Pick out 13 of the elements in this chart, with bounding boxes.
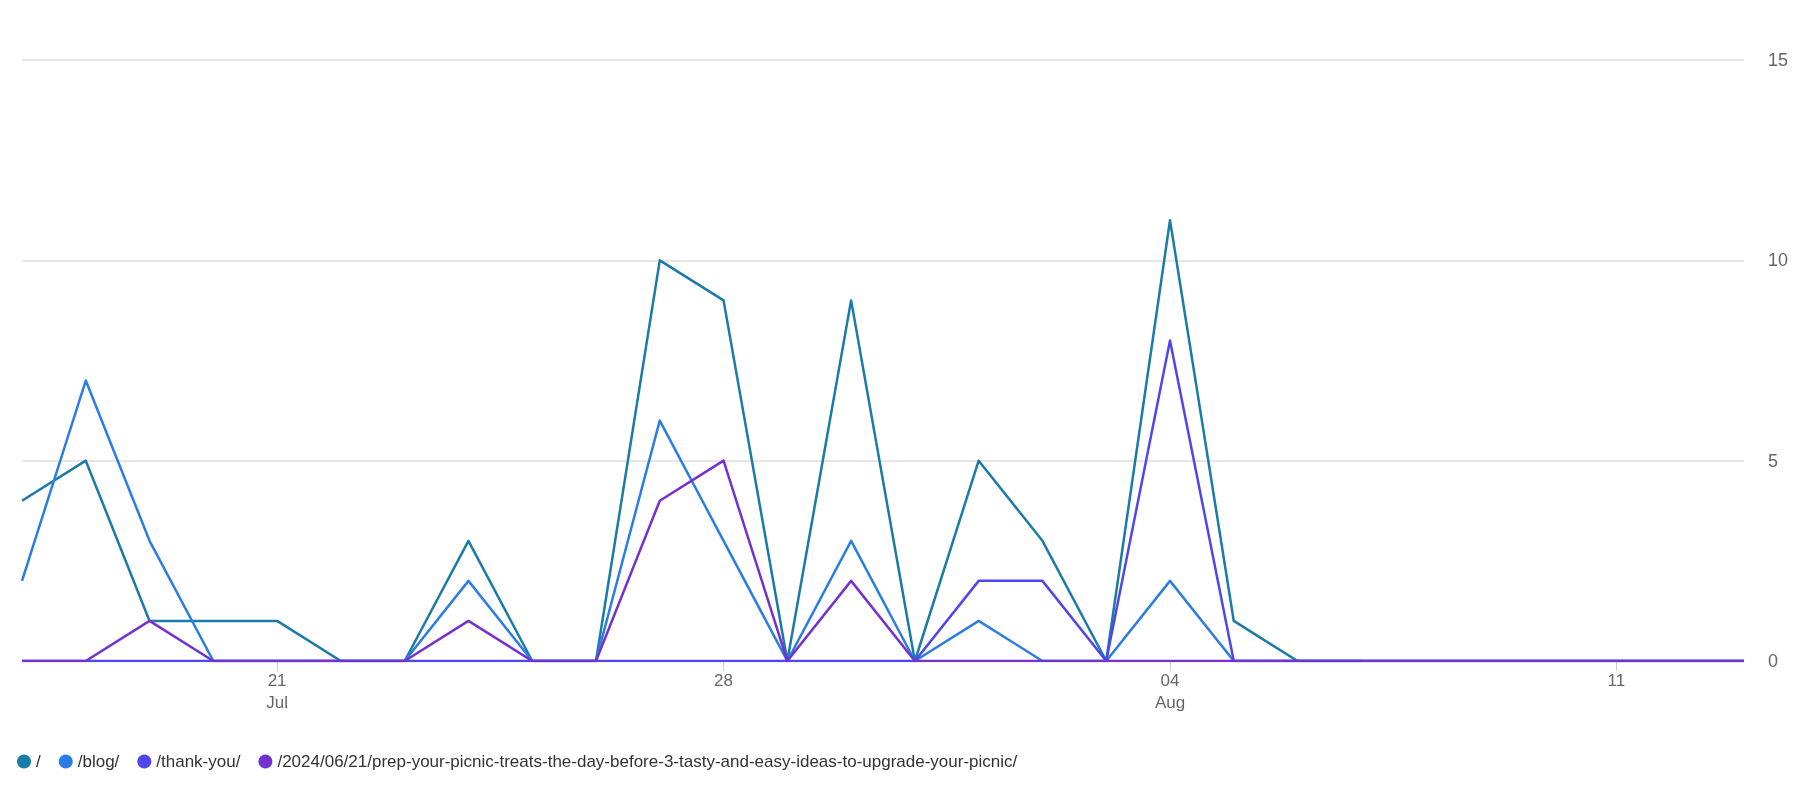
legend-label: /blog/ bbox=[77, 752, 120, 771]
legend-label: / bbox=[36, 752, 41, 771]
y-tick-label: 15 bbox=[1768, 50, 1789, 70]
y-tick-label: 5 bbox=[1768, 450, 1779, 471]
x-tick-label: 04 Aug bbox=[1154, 670, 1186, 712]
y-tick-label: 10 bbox=[1768, 250, 1789, 271]
legend-label: /2024/06/21/prep-your-picnic-treats-the-day-before-3-tasty-and-easy-ideas-to-upgrade-your-picnic/ bbox=[277, 752, 1018, 771]
x-tick-label: 11 bbox=[1607, 670, 1626, 690]
legend-label: /thank-you/ bbox=[156, 752, 241, 771]
x-tick-label: 21 Jul bbox=[266, 670, 288, 712]
x-tick-label: 28 bbox=[714, 670, 734, 690]
line-series bbox=[20, 459, 1746, 663]
y-tick-label: 0 bbox=[1768, 651, 1779, 671]
